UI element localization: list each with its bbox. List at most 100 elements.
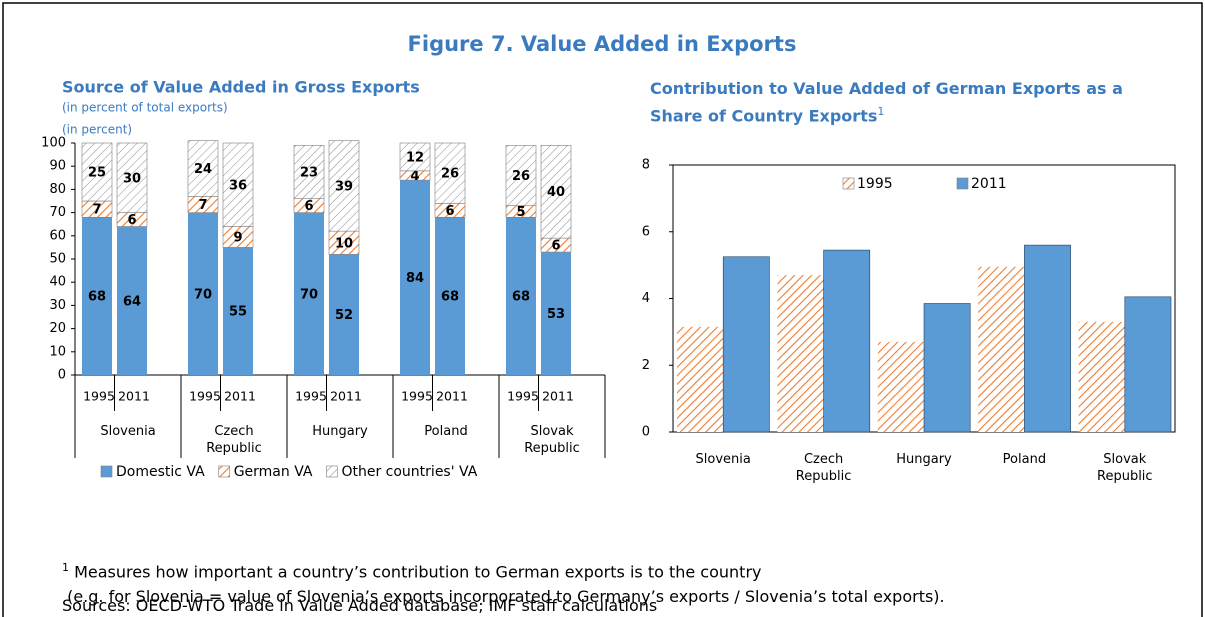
legend-label: 1995 [857, 176, 893, 192]
data-label: 12 [406, 150, 424, 165]
bar [1124, 296, 1172, 433]
data-label: 6 [127, 213, 136, 228]
y-tick-label: 80 [49, 182, 66, 197]
bar [923, 303, 971, 433]
data-label: 84 [406, 271, 424, 286]
bar [1024, 244, 1071, 433]
bar [722, 256, 770, 433]
data-label: 70 [194, 287, 212, 302]
data-label: 40 [547, 185, 565, 200]
group-label: Slovenia [100, 424, 156, 439]
data-label: 25 [88, 166, 106, 181]
footnote-marker: 1 [62, 561, 69, 574]
data-label: 68 [512, 290, 530, 305]
bar-segment [329, 254, 359, 375]
data-label: 7 [198, 198, 207, 213]
bar-segment [294, 212, 324, 375]
legend-label: German VA [234, 464, 313, 480]
bar-segment [435, 217, 465, 375]
data-label: 30 [123, 171, 141, 186]
x-tick-label: 2011 [330, 389, 362, 404]
x-tick-label: 2011 [436, 389, 468, 404]
y-tick-label: 4 [642, 291, 650, 306]
bar-segment [434, 142, 466, 204]
bar-segment [541, 252, 571, 375]
data-label: 55 [229, 305, 247, 320]
chart-title: Source of Value Added in Gross Exports [62, 78, 420, 97]
group-label: Hungary [312, 424, 368, 439]
chart-title: Contribution to Value Added of German Ex… [650, 77, 1130, 127]
title-text: Contribution to Value Added of German Ex… [650, 79, 1123, 126]
y-tick-label: 90 [49, 159, 66, 174]
y-tick-label: 60 [49, 228, 66, 243]
y-tick-label: 100 [41, 136, 66, 151]
x-tick-label: Czech Republic [795, 452, 852, 484]
footnote-line: Measures how important a country’s contr… [74, 562, 762, 582]
y-tick-label: 40 [49, 275, 66, 290]
x-tick-label: Poland [1002, 452, 1047, 467]
data-label: 6 [304, 199, 313, 214]
data-label: 52 [335, 308, 353, 323]
bar-segment [82, 217, 112, 375]
data-label: 39 [335, 179, 353, 194]
legend-label: 2011 [971, 176, 1007, 192]
data-label: 68 [441, 290, 459, 305]
legend-swatch [842, 177, 855, 190]
bar-segment [222, 142, 254, 227]
bar [978, 266, 1025, 432]
x-tick-label: Slovak Republic [1097, 452, 1153, 484]
bar-segment [223, 247, 253, 375]
sources: Sources: OECD-WTO Trade in Value Added d… [62, 596, 658, 615]
bar-segment [506, 217, 536, 375]
x-tick-label: 1995 [189, 389, 221, 404]
legend-swatch [100, 465, 113, 478]
y-tick-label: 50 [49, 252, 66, 267]
y-tick-label: 20 [49, 321, 66, 336]
legend-label: Domestic VA [116, 464, 205, 480]
data-label: 70 [300, 287, 318, 302]
bar-segment [399, 142, 431, 172]
data-label: 6 [445, 204, 454, 219]
bar [823, 249, 871, 433]
bar [777, 275, 824, 432]
x-tick-label: Slovenia [695, 452, 751, 467]
data-label: 10 [335, 236, 353, 251]
data-label: 26 [512, 169, 530, 184]
chart-subtitle: (in percent) [62, 123, 132, 137]
legend-swatch [326, 465, 338, 478]
x-tick-label: 1995 [507, 389, 539, 404]
x-tick-label: 1995 [295, 389, 327, 404]
x-tick-label: 1995 [83, 389, 115, 404]
bar [677, 326, 724, 432]
bar-segment [293, 145, 325, 199]
bar-segment [328, 140, 360, 232]
data-label: 36 [229, 178, 247, 193]
data-label: 68 [88, 290, 106, 305]
data-label: 7 [92, 203, 101, 218]
data-label: 26 [441, 167, 459, 182]
group-label: Slovak Republic [524, 424, 580, 456]
data-label: 53 [547, 307, 565, 322]
group-label: Czech Republic [206, 424, 262, 456]
y-tick-label: 6 [642, 224, 650, 239]
chart-subtitle: (in percent of total exports) [62, 101, 228, 115]
y-tick-label: 30 [49, 298, 66, 313]
x-tick-label: 2011 [542, 389, 574, 404]
group-label: Poland [424, 424, 468, 439]
bar-segment [188, 212, 218, 375]
legend-swatch [218, 465, 230, 478]
data-label: 23 [300, 166, 318, 181]
x-tick-label: 1995 [401, 389, 433, 404]
title-note: 1 [877, 105, 885, 118]
bar [1078, 321, 1125, 432]
y-tick-label: 0 [642, 425, 650, 440]
x-tick-label: 2011 [118, 389, 150, 404]
y-tick-label: 10 [49, 344, 66, 359]
data-label: 5 [516, 205, 525, 220]
y-tick-label: 70 [49, 205, 66, 220]
legend-label: Other countries' VA [341, 464, 477, 480]
y-tick-label: 8 [642, 158, 650, 173]
